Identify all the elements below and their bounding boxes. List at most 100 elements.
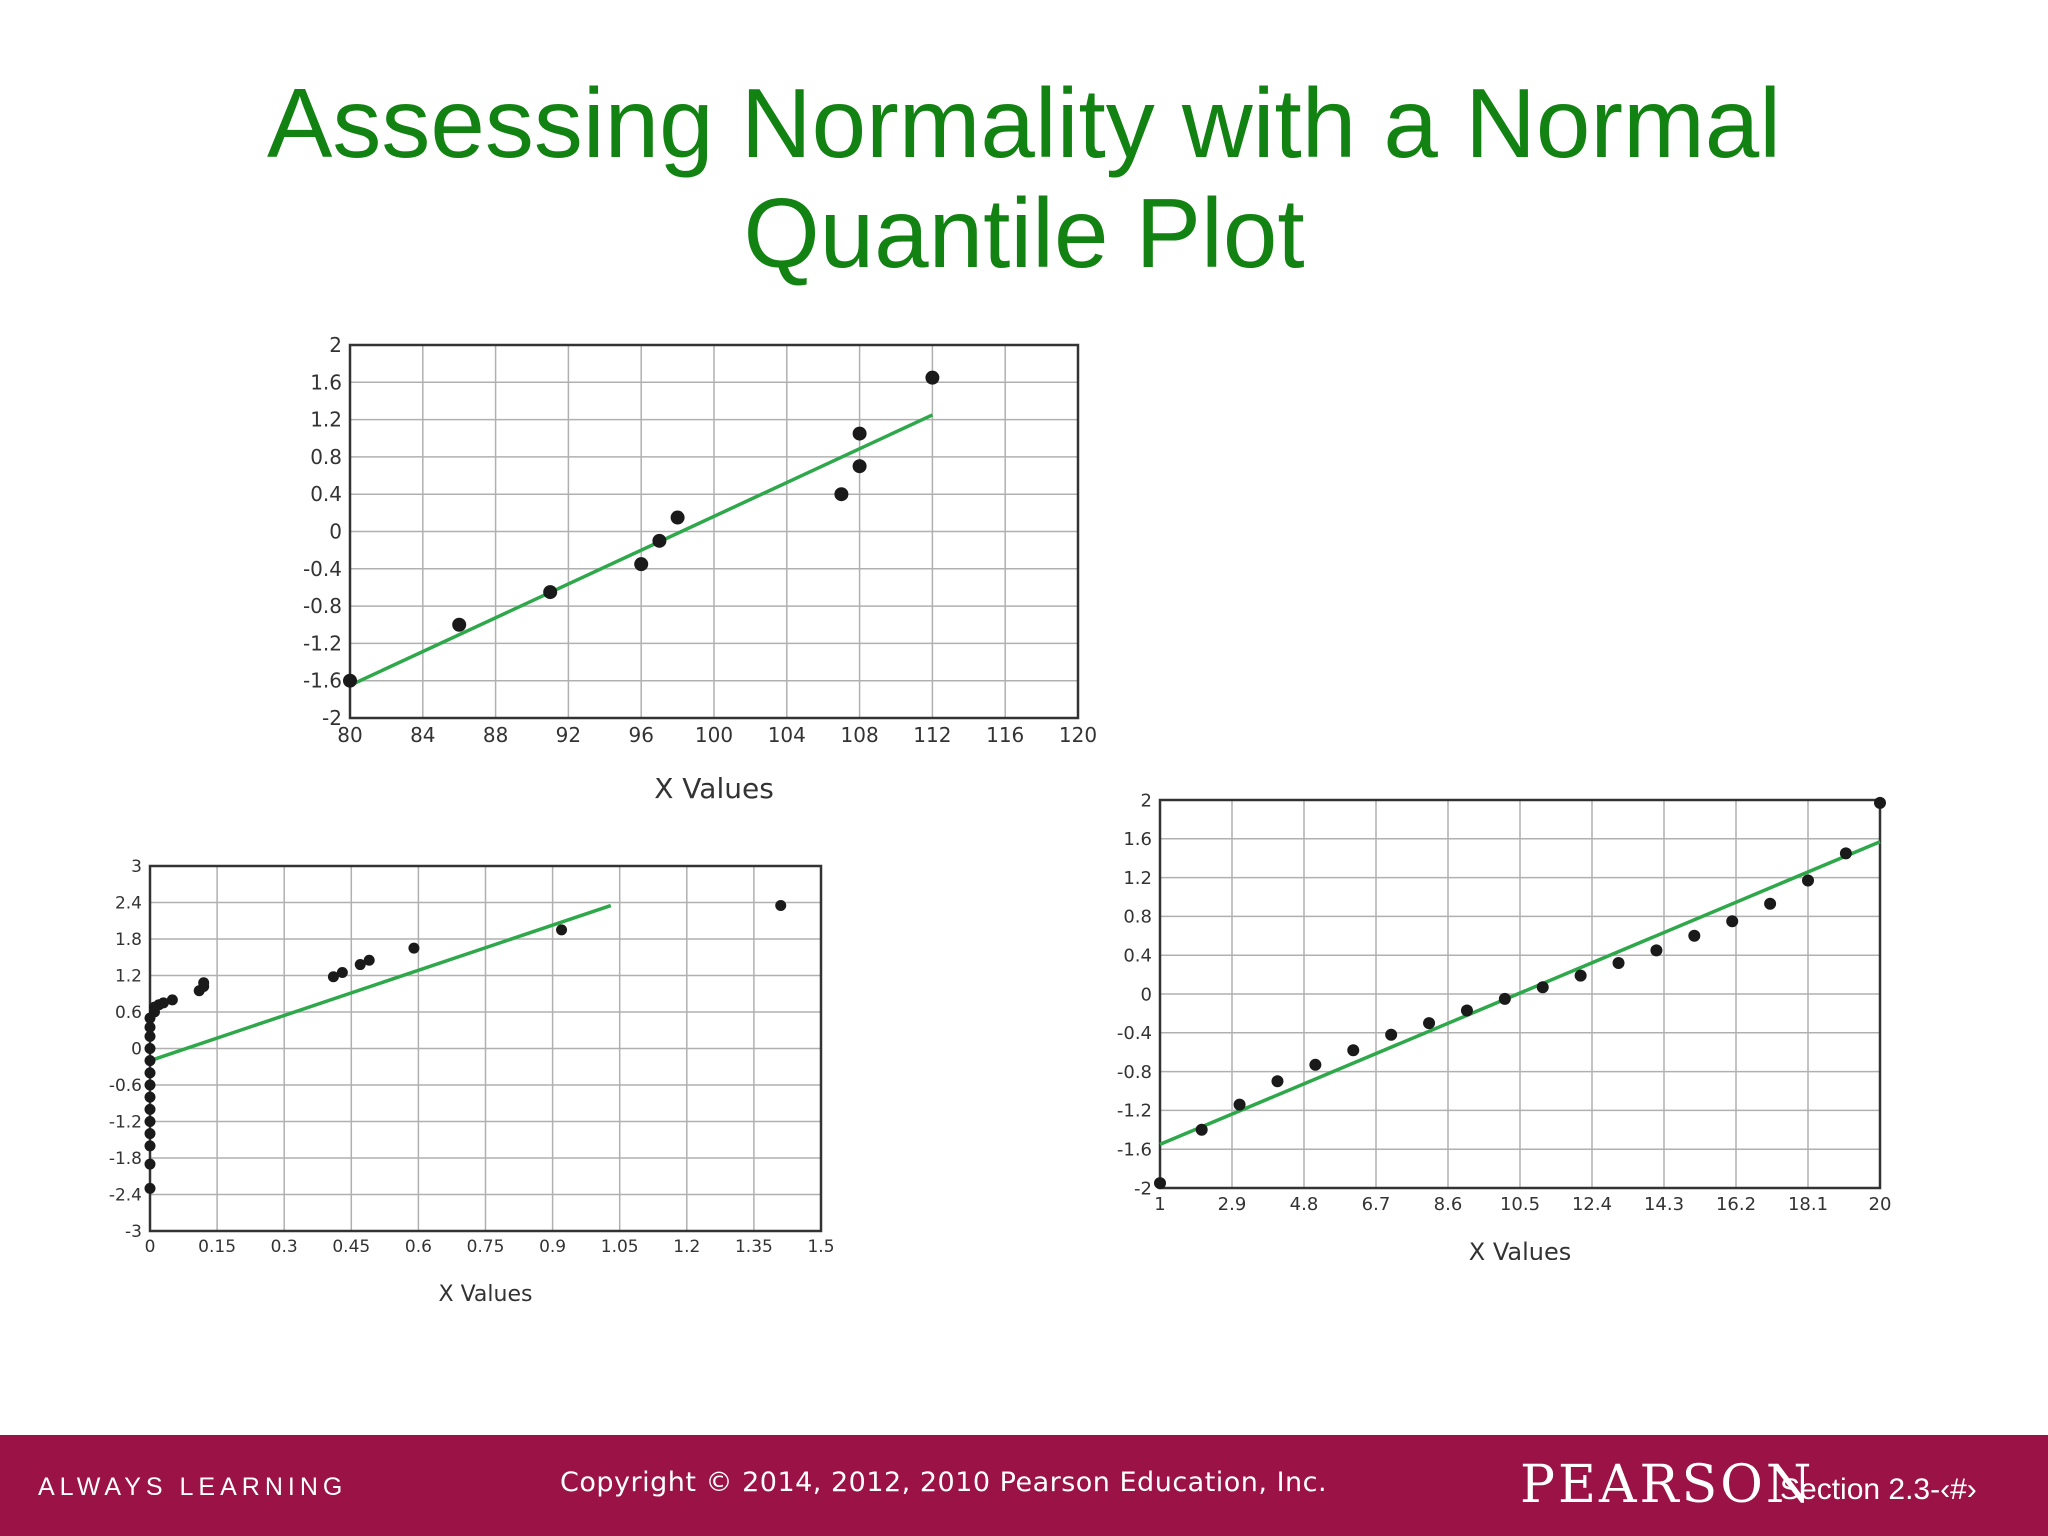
data-point xyxy=(1574,969,1587,982)
data-point xyxy=(652,533,667,548)
x-tick-label: 100 xyxy=(695,723,733,747)
x-tick-label: 80 xyxy=(337,723,362,747)
y-tick-label: -0.4 xyxy=(1117,1023,1152,1044)
data-point xyxy=(1498,992,1511,1005)
y-tick-label: -1.2 xyxy=(303,631,342,655)
data-point xyxy=(144,1158,156,1170)
x-tick-label: 1.35 xyxy=(735,1237,773,1257)
slide-title-line-1: Assessing Normality with a Normal xyxy=(267,68,1781,178)
x-tick-label: 16.2 xyxy=(1716,1194,1756,1215)
y-tick-label: 1.8 xyxy=(115,930,142,950)
y-tick-label: 0.6 xyxy=(115,1003,142,1023)
y-tick-label: 1.2 xyxy=(115,966,142,986)
x-tick-label: 20 xyxy=(1869,1194,1892,1215)
y-tick-label: 0.8 xyxy=(1123,907,1152,928)
x-tick-label: 112 xyxy=(913,723,951,747)
x-tick-label: 0 xyxy=(145,1237,156,1257)
fit-line xyxy=(349,413,934,687)
data-point xyxy=(144,1128,156,1140)
y-tick-label: -1.6 xyxy=(1117,1140,1152,1161)
data-point xyxy=(363,954,375,966)
x-tick-label: 0.9 xyxy=(539,1237,566,1257)
y-tick-label: -1.8 xyxy=(109,1149,142,1169)
x-tick-label: 92 xyxy=(556,723,581,747)
x-tick-label: 1.2 xyxy=(673,1237,700,1257)
y-tick-label: -0.8 xyxy=(303,594,342,618)
y-tick-label: 1.6 xyxy=(1123,829,1152,850)
data-point xyxy=(157,997,169,1009)
x-axis-label: X Values xyxy=(1469,1238,1571,1260)
fit-line xyxy=(1159,840,1881,1146)
y-tick-label: -1.6 xyxy=(303,669,342,693)
x-tick-label: 0.15 xyxy=(198,1237,236,1257)
data-point xyxy=(144,1103,156,1115)
x-tick-label: 1 xyxy=(1154,1194,1165,1215)
data-point xyxy=(144,1067,156,1079)
data-point xyxy=(144,1030,156,1042)
data-point xyxy=(1688,929,1701,942)
data-point xyxy=(1839,847,1852,860)
data-point xyxy=(166,994,178,1006)
data-point xyxy=(1233,1098,1246,1111)
x-tick-label: 2.9 xyxy=(1218,1194,1247,1215)
data-point xyxy=(670,510,685,525)
data-point xyxy=(834,487,849,502)
y-tick-label: 2 xyxy=(329,333,342,357)
x-axis-label: X Values xyxy=(439,1282,533,1307)
y-tick-label: 3 xyxy=(131,857,142,877)
x-tick-label: 1.05 xyxy=(601,1237,639,1257)
y-tick-label: -2 xyxy=(1134,1178,1152,1199)
data-point xyxy=(556,924,568,936)
x-axis-label: X Values xyxy=(654,772,774,805)
y-tick-label: 2 xyxy=(1141,790,1152,811)
data-point xyxy=(1612,956,1625,969)
x-tick-label: 116 xyxy=(986,723,1024,747)
data-point xyxy=(1195,1123,1208,1136)
slide-title-line-2: Quantile Plot xyxy=(743,178,1305,288)
x-tick-label: 108 xyxy=(841,723,879,747)
x-tick-label: 1.5 xyxy=(807,1237,834,1257)
data-point xyxy=(1874,796,1886,809)
y-tick-label: 1.2 xyxy=(1123,868,1152,889)
data-point xyxy=(144,1043,156,1054)
y-tick-label: -1.2 xyxy=(109,1112,142,1132)
data-point xyxy=(1726,915,1739,928)
data-point xyxy=(1802,874,1814,887)
data-point xyxy=(144,1055,156,1067)
pearson-logo: PEARSON xyxy=(1520,1455,1815,1515)
y-tick-label: 1.6 xyxy=(310,370,342,394)
y-tick-label: -2 xyxy=(322,706,342,730)
x-tick-label: 0.45 xyxy=(332,1237,370,1257)
fit-line xyxy=(149,903,612,1063)
y-tick-label: 0 xyxy=(1141,984,1152,1005)
x-tick-label: 8.6 xyxy=(1434,1194,1463,1215)
data-point xyxy=(343,673,357,688)
plot-border xyxy=(1158,798,1882,1190)
data-point xyxy=(1764,897,1777,910)
x-tick-label: 120 xyxy=(1059,723,1097,747)
x-tick-label: 84 xyxy=(410,723,435,747)
footer-bar: ALWAYS LEARNING Copyright © 2014, 2012, … xyxy=(0,1435,2048,1536)
data-point xyxy=(144,1091,156,1103)
x-tick-label: 96 xyxy=(628,723,653,747)
y-tick-label: 0.8 xyxy=(310,445,342,469)
data-point xyxy=(452,617,467,632)
data-point xyxy=(354,959,366,971)
data-point xyxy=(336,966,348,978)
x-tick-label: 0.75 xyxy=(467,1237,505,1257)
footer-tagline: ALWAYS LEARNING xyxy=(38,1473,348,1501)
data-point xyxy=(1154,1177,1166,1190)
data-point xyxy=(1460,1004,1473,1017)
y-tick-label: -0.6 xyxy=(109,1076,142,1096)
data-point xyxy=(144,1079,156,1091)
data-point xyxy=(852,426,867,441)
data-point xyxy=(775,900,787,912)
data-point xyxy=(1423,1017,1436,1030)
x-tick-label: 0.6 xyxy=(405,1237,432,1257)
x-tick-label: 0.3 xyxy=(271,1237,298,1257)
data-point xyxy=(144,1140,156,1152)
data-point xyxy=(925,370,940,385)
data-point xyxy=(144,1182,156,1194)
y-tick-label: 2.4 xyxy=(115,893,142,913)
data-point xyxy=(1309,1058,1322,1071)
